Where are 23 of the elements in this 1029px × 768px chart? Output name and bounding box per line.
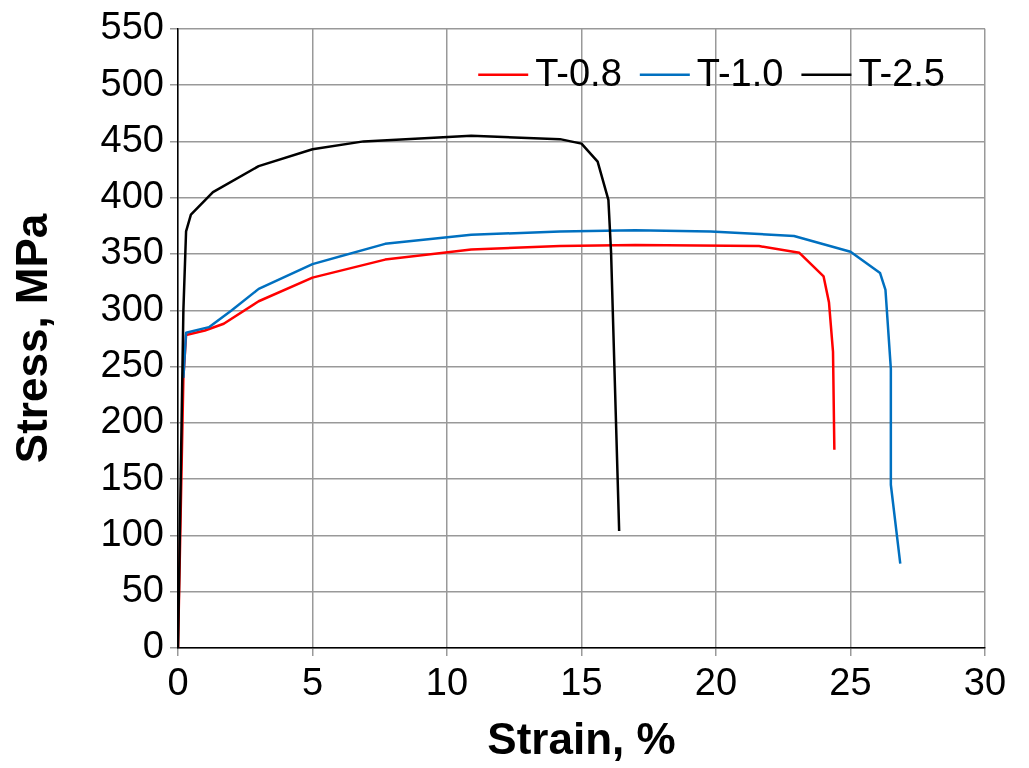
x-tick-label: 30 (963, 661, 1007, 704)
y-axis-title: Stress, MPa (6, 213, 56, 464)
y-tick-label: 200 (100, 399, 164, 442)
x-tick-label: 25 (829, 661, 872, 704)
legend-label: T-0.8 (535, 52, 622, 95)
x-tick-label: 15 (560, 661, 603, 704)
y-tick-label: 500 (100, 61, 164, 104)
x-tick-label: 5 (301, 661, 324, 704)
y-tick-label: 150 (100, 455, 164, 498)
legend-label: T-2.5 (858, 52, 946, 95)
y-tick-label: 450 (100, 117, 164, 160)
y-tick-label: 550 (100, 5, 164, 48)
y-tick-label: 400 (100, 174, 164, 217)
y-tick-label: 0 (142, 624, 164, 667)
x-tick-label: 10 (425, 661, 469, 704)
x-axis-title: Strain, % (487, 713, 676, 763)
y-tick-label: 250 (100, 343, 164, 386)
y-tick-label: 350 (100, 230, 164, 273)
x-tick-label: 20 (694, 661, 738, 704)
y-tick-label: 100 (100, 511, 164, 554)
y-tick-label: 50 (121, 568, 164, 611)
y-tick-label: 300 (100, 286, 164, 329)
legend-label: T-1.0 (696, 52, 784, 95)
